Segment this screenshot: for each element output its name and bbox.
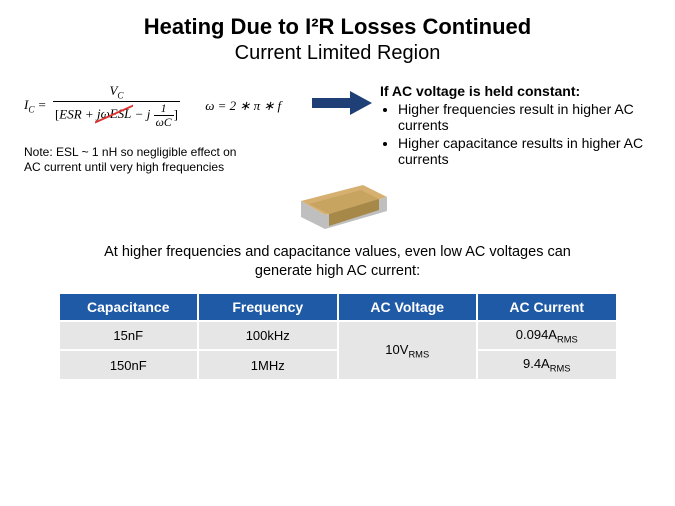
cell-capacitance: 150nF xyxy=(59,350,199,380)
cell-frequency: 1MHz xyxy=(198,350,338,380)
slide: Heating Due to I²R Losses Continued Curr… xyxy=(0,0,675,506)
ac-current-table: Capacitance Frequency AC Voltage AC Curr… xyxy=(58,292,618,381)
list-item: Higher capacitance results in higher AC … xyxy=(398,135,651,167)
omega-formula: ω = 2 ∗ π ∗ f xyxy=(205,98,281,114)
cell-ac-current: 0.094ARMS xyxy=(477,321,617,351)
col-ac-current: AC Current xyxy=(477,293,617,321)
content-row: IC = VC [ESR + jωESL − j 1ωC] ω = 2 ∗ π … xyxy=(24,83,651,175)
esl-term-struck: jωESL xyxy=(97,106,131,122)
cell-frequency: 100kHz xyxy=(198,321,338,351)
table-lead-text: At higher frequencies and capacitance va… xyxy=(78,243,598,282)
current-formula: IC = VC [ESR + jωESL − j 1ωC] ω = 2 ∗ π … xyxy=(24,83,304,129)
list-item: Higher frequencies result in higher AC c… xyxy=(398,101,651,133)
esl-note: Note: ESL ~ 1 nH so negligible effect on… xyxy=(24,145,244,175)
arrow-column xyxy=(312,83,372,122)
implications-column: If AC voltage is held constant: Higher f… xyxy=(380,83,651,169)
implications-list: Higher frequencies result in higher AC c… xyxy=(380,101,651,167)
col-ac-voltage: AC Voltage xyxy=(338,293,478,321)
arrow-icon xyxy=(312,89,372,117)
implications-heading: If AC voltage is held constant: xyxy=(380,83,651,99)
col-capacitance: Capacitance xyxy=(59,293,199,321)
cell-capacitance: 15nF xyxy=(59,321,199,351)
cell-ac-voltage: 10VRMS xyxy=(338,321,478,380)
title-block: Heating Due to I²R Losses Continued Curr… xyxy=(24,14,651,65)
slide-title: Heating Due to I²R Losses Continued xyxy=(24,14,651,40)
formula-column: IC = VC [ESR + jωESL − j 1ωC] ω = 2 ∗ π … xyxy=(24,83,304,175)
col-frequency: Frequency xyxy=(198,293,338,321)
capacitor-icon xyxy=(283,171,393,233)
table-header-row: Capacitance Frequency AC Voltage AC Curr… xyxy=(59,293,617,321)
cell-ac-current: 9.4ARMS xyxy=(477,350,617,380)
table-row: 15nF 100kHz 10VRMS 0.094ARMS xyxy=(59,321,617,351)
slide-subtitle: Current Limited Region xyxy=(24,42,651,65)
